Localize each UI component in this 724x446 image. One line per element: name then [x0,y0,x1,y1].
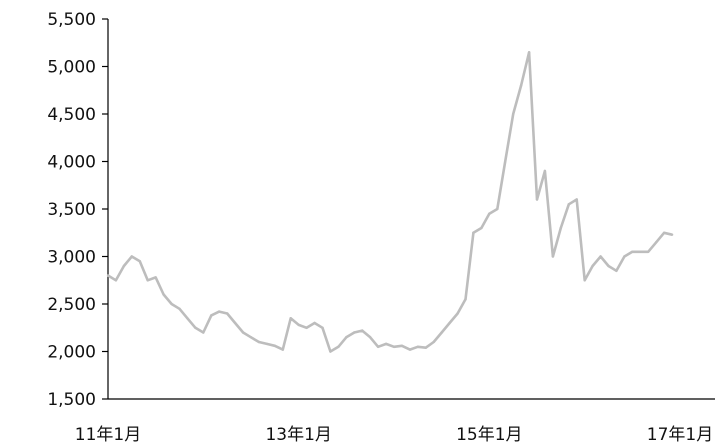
data-point [448,321,451,325]
data-point [273,344,276,347]
data-point [559,226,562,230]
data-point [496,207,499,211]
series-group [106,50,674,353]
x-tick-label: 17年1月 [647,425,713,445]
y-tick-label: 5,500 [47,10,96,30]
data-point [122,264,126,268]
data-point [551,255,555,258]
data-point [512,112,515,116]
data-point [504,160,507,163]
data-point [591,264,594,268]
data-point [575,198,578,201]
data-point [615,269,618,272]
y-tick-label: 3,000 [47,248,96,268]
data-point [670,233,674,236]
data-point [662,231,666,234]
data-point [400,344,404,347]
data-point [257,340,261,344]
data-point [249,336,253,339]
data-point [472,231,475,234]
data-point [114,279,118,282]
data-point [321,326,324,329]
data-point [639,250,642,253]
data-point [202,331,205,334]
y-tick-label: 1,500 [47,390,96,410]
x-axis: 11年1月 13年1月 15年1月 17年1月 [75,398,715,445]
data-point [210,314,213,317]
data-point [655,241,658,244]
data-point [265,342,269,346]
data-point [599,255,602,258]
data-point [353,331,356,334]
y-tick-label: 5,000 [47,58,96,78]
y-tick-label: 2,500 [47,295,96,315]
data-point [361,329,364,332]
data-point [138,260,141,263]
data-point [416,345,419,348]
data-point [162,293,165,296]
data-point [567,203,570,206]
y-tick-label: 3,500 [47,200,96,220]
data-point [106,274,110,277]
data-point [424,346,427,349]
data-point [337,345,340,348]
data-point [408,348,412,351]
data-point [233,321,237,325]
data-point [186,317,189,320]
data-point [178,307,181,310]
series-line [107,50,673,353]
y-axis: 1,500 2,000 2,500 3,000 3,500 4,000 4,500 5,000… [47,10,109,410]
x-tick-label: 15年1月 [456,425,522,445]
data-point [369,336,372,339]
data-point [519,84,523,87]
data-point [154,276,157,279]
data-point [289,317,292,320]
data-point [440,331,443,334]
data-point [623,255,626,258]
data-point [170,302,173,306]
data-point [480,226,483,230]
data-point [527,51,531,54]
data-point [345,336,348,339]
data-point [329,350,332,353]
data-point [313,321,316,325]
data-point [281,348,284,351]
data-point [432,340,435,344]
y-tick-label: 4,000 [47,153,96,173]
y-tick-label: 4,500 [47,105,96,125]
data-point [607,264,610,268]
data-point [305,326,308,329]
y-tick-label: 2,000 [47,343,96,363]
data-point [376,345,380,348]
data-point [535,198,539,201]
data-point [130,255,133,258]
x-tick-label: 11年1月 [75,425,141,445]
data-point [218,310,221,313]
data-point [583,279,586,282]
data-point [647,250,650,253]
data-point [488,212,491,215]
data-point [297,323,300,327]
data-point [194,326,197,329]
data-point [226,312,229,315]
data-point [631,250,634,253]
data-point [464,298,467,301]
x-tick-label: 13年1月 [265,425,331,445]
data-point [456,312,459,315]
data-point [384,342,388,346]
data-point [392,345,396,348]
data-point [543,169,547,173]
data-point [146,279,149,282]
data-point [241,331,245,334]
